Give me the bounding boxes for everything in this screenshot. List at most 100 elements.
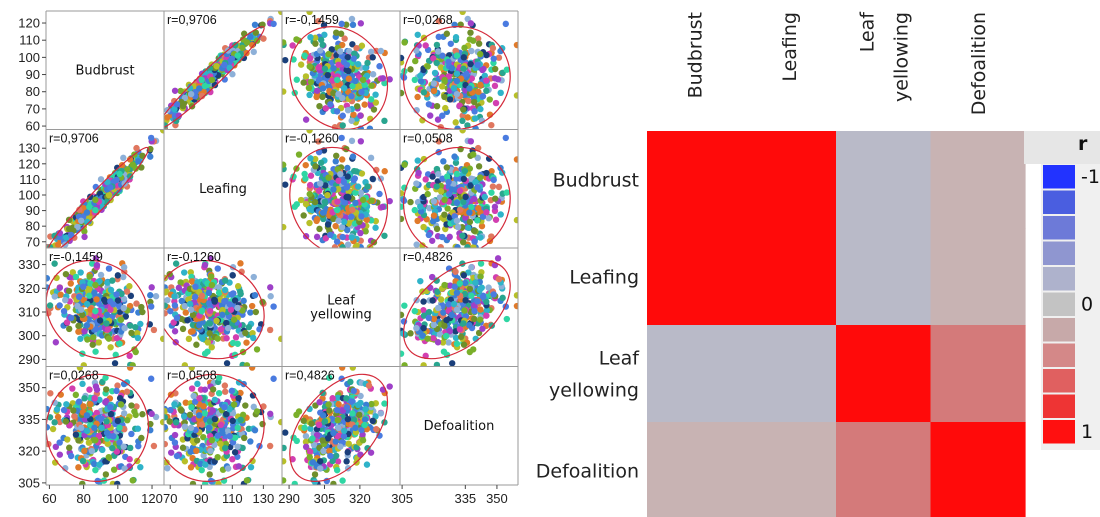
data-point	[453, 52, 461, 59]
data-point	[63, 234, 70, 241]
y-tick-label: 130	[18, 141, 40, 156]
data-point	[92, 206, 99, 214]
matrix-cell: r=0,9706	[164, 11, 282, 130]
data-point	[301, 424, 308, 431]
data-point	[495, 183, 503, 191]
data-point	[340, 84, 348, 92]
data-point	[202, 461, 209, 468]
data-point	[128, 402, 135, 409]
data-point	[282, 444, 287, 452]
data-point	[201, 386, 209, 393]
data-point	[446, 233, 453, 241]
data-point	[98, 424, 105, 431]
data-point	[181, 458, 189, 465]
data-point	[477, 316, 484, 323]
data-point	[93, 296, 100, 303]
density-ellipse	[164, 259, 265, 360]
data-point	[377, 410, 385, 417]
data-point	[513, 156, 518, 163]
data-point	[104, 279, 111, 286]
point-group	[400, 129, 518, 248]
data-point	[173, 101, 181, 108]
data-point	[110, 466, 118, 473]
data-point	[107, 298, 114, 305]
data-point	[83, 427, 91, 435]
heatmap-column-label: Leaf	[856, 11, 878, 53]
data-point	[467, 182, 474, 189]
data-point	[282, 39, 287, 46]
data-point	[56, 229, 64, 237]
data-point	[213, 317, 220, 325]
data-point	[102, 298, 109, 305]
data-point	[477, 50, 484, 58]
data-point	[460, 239, 467, 246]
data-point	[217, 440, 224, 447]
data-point	[366, 125, 374, 130]
heatmap-cell	[836, 131, 932, 229]
data-point	[121, 324, 128, 332]
data-point	[181, 302, 189, 310]
data-point	[461, 279, 469, 287]
data-point	[350, 111, 357, 118]
data-point	[113, 448, 121, 455]
data-point	[488, 189, 495, 196]
data-point	[401, 302, 408, 309]
diagonal-variable-label: Budbrust	[75, 63, 134, 78]
data-point	[321, 418, 329, 425]
data-point	[474, 217, 481, 224]
data-point	[492, 216, 500, 223]
data-point	[379, 75, 387, 82]
matrix-cell: r=0,0508	[164, 366, 282, 485]
data-point	[54, 241, 62, 248]
data-point	[309, 435, 316, 442]
data-point	[127, 292, 135, 300]
data-point	[337, 30, 345, 37]
data-point	[93, 261, 101, 269]
data-point	[352, 77, 359, 85]
data-point	[430, 212, 438, 219]
legend-swatch	[1043, 165, 1075, 189]
data-point	[425, 314, 433, 322]
data-point	[475, 163, 483, 170]
data-point	[148, 284, 155, 291]
data-point	[224, 324, 232, 332]
data-point	[350, 55, 357, 62]
data-point	[208, 76, 216, 84]
data-point	[159, 335, 164, 343]
data-point	[359, 437, 367, 444]
data-point	[344, 241, 352, 248]
data-point	[460, 65, 467, 72]
point-group	[282, 129, 393, 248]
matrix-cell: r=-0,1260	[164, 250, 282, 367]
data-point	[471, 108, 478, 115]
data-point	[166, 418, 173, 425]
data-point	[430, 55, 437, 62]
data-point	[477, 260, 485, 267]
data-point	[187, 306, 195, 313]
data-point	[248, 366, 256, 371]
data-point	[513, 216, 518, 224]
data-point	[138, 303, 145, 311]
data-point	[334, 166, 341, 173]
data-point	[315, 138, 322, 145]
data-point	[235, 463, 243, 470]
data-point	[420, 307, 427, 314]
correlation-label: r=-0,1459	[49, 250, 103, 264]
data-point	[367, 96, 375, 103]
data-point	[445, 339, 452, 346]
data-point	[333, 206, 341, 214]
data-point	[329, 395, 336, 402]
data-point	[326, 447, 333, 455]
data-point	[221, 382, 229, 389]
data-point	[465, 97, 472, 105]
data-point	[79, 480, 86, 485]
data-point	[201, 82, 208, 90]
data-point	[413, 47, 420, 54]
data-point	[207, 307, 214, 315]
data-point	[315, 17, 322, 25]
data-point	[322, 105, 330, 112]
data-point	[139, 308, 146, 316]
point-group	[46, 255, 164, 367]
data-point	[437, 296, 445, 303]
data-point	[121, 465, 128, 472]
